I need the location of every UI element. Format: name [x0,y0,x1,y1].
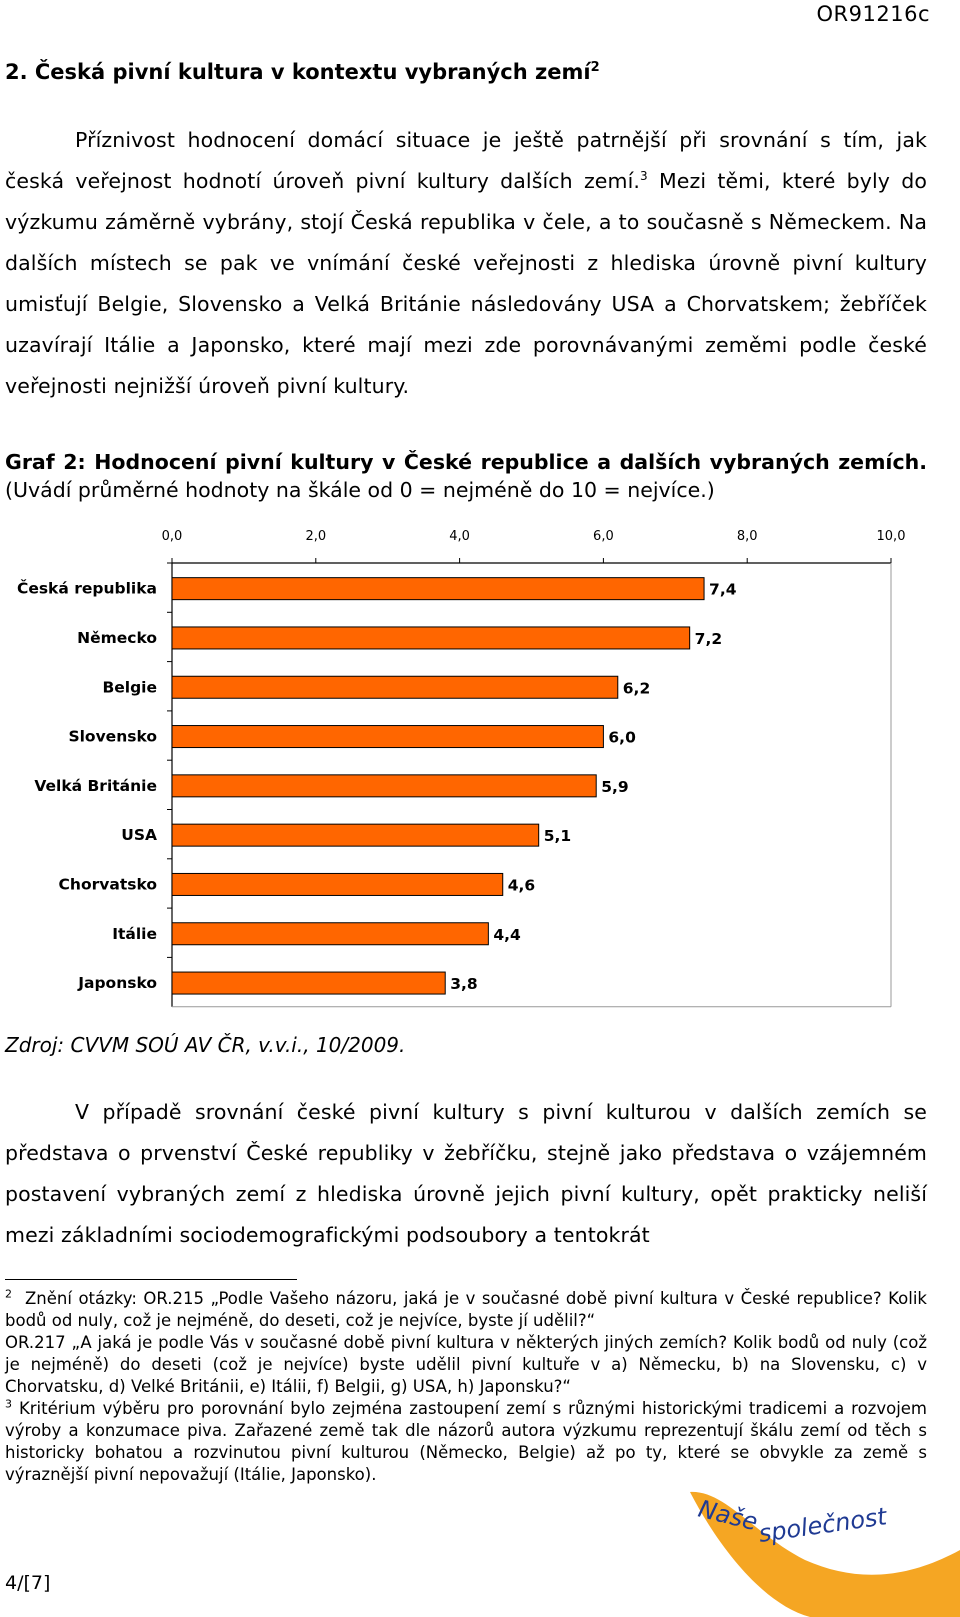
graph-caption-note: (Uvádí průměrné hodnoty na škále od 0 = … [5,478,715,502]
data-label: 6,2 [623,679,650,697]
footnote-ref[interactable]: 2 [590,60,600,75]
x-tick-label: 6,0 [593,529,614,544]
footnote-text: Kritérium výběru pro porovnání bylo zejm… [5,1399,928,1484]
footnote-text: OR.217 „A jaká je podle Vás v současné d… [5,1333,927,1396]
document-code: OR91216c [816,2,930,26]
category-label: Japonsko [77,974,157,992]
bar [171,725,604,749]
footnote-3: 3 Kritérium výběru pro porovnání bylo ze… [5,1398,927,1486]
paragraph-intro: Příznivost hodnocení domácí situace je j… [5,120,927,407]
graph-caption: Graf 2: Hodnocení pivní kultury v České … [5,448,927,504]
footnote-number: 2 [5,1287,12,1301]
data-label: 5,9 [601,778,628,796]
category-label: Německo [77,629,157,647]
bar [171,626,691,650]
data-label: 7,4 [709,581,737,599]
paragraph-text: Příznivost hodnocení domácí situace je j… [5,128,927,193]
graph-caption-title: Graf 2: Hodnocení pivní kultury v České … [5,450,927,474]
nase-spolecnost-logo: Naše společnost [690,1491,960,1617]
bar-chart: 0,0 2,0 4,0 6,0 8,0 10,0 Česká republika 7,4 Něm… [17,529,906,1008]
bar [171,823,540,847]
data-label: 6,0 [608,729,636,747]
footnote-2: 2 Znění otázky: OR.215 „Podle Vašeho náz… [5,1288,927,1332]
footnotes: 2 Znění otázky: OR.215 „Podle Vašeho náz… [5,1288,927,1486]
x-tick-label: 8,0 [737,529,758,544]
footnote-text: Znění otázky: OR.215 „Podle Vašeho názor… [5,1289,927,1330]
data-label: 3,8 [450,975,477,993]
bar [171,577,705,601]
x-tick-label: 2,0 [305,529,326,544]
category-label: USA [121,826,157,844]
paragraph-text: Mezi těmi, které byly do výzkumu záměrně… [5,169,927,398]
footnote-2-cont: OR.217 „A jaká je podle Vás v současné d… [5,1332,927,1398]
footnote-number: 3 [5,1397,12,1411]
section-title: 2. Česká pivní kultura v kontextu vybran… [5,60,591,84]
bar [171,922,489,946]
footnote-divider [5,1279,297,1280]
category-label: Česká republika [17,579,157,598]
x-tick-label: 4,0 [449,529,470,544]
data-label: 4,4 [493,926,521,944]
data-label: 4,6 [508,876,535,894]
data-label: 5,1 [544,827,571,845]
paragraph-comparison: V případě srovnání české pivní kultury s… [5,1092,927,1256]
svg-text:společnost: společnost [757,1502,890,1548]
paragraph-text: V případě srovnání české pivní kultury s… [5,1100,927,1247]
data-label: 7,2 [695,630,722,648]
footnote-ref[interactable]: 3 [640,169,648,184]
bar [171,774,597,798]
x-tick-label: 0,0 [162,529,183,544]
source-note: Zdroj: CVVM SOÚ AV ČR, v.v.i., 10/2009. [5,1033,406,1057]
page-number: 4/[7] [5,1572,51,1594]
category-label: Chorvatsko [59,875,157,893]
bar [171,872,504,896]
bar [171,675,619,699]
category-label: Belgie [102,678,157,696]
section-heading: 2. Česká pivní kultura v kontextu vybran… [5,60,600,84]
category-label: Slovensko [68,728,157,746]
category-label: Velká Británie [34,777,157,795]
x-tick-label: 10,0 [877,529,906,544]
bar [171,971,446,995]
category-label: Itálie [112,925,157,943]
